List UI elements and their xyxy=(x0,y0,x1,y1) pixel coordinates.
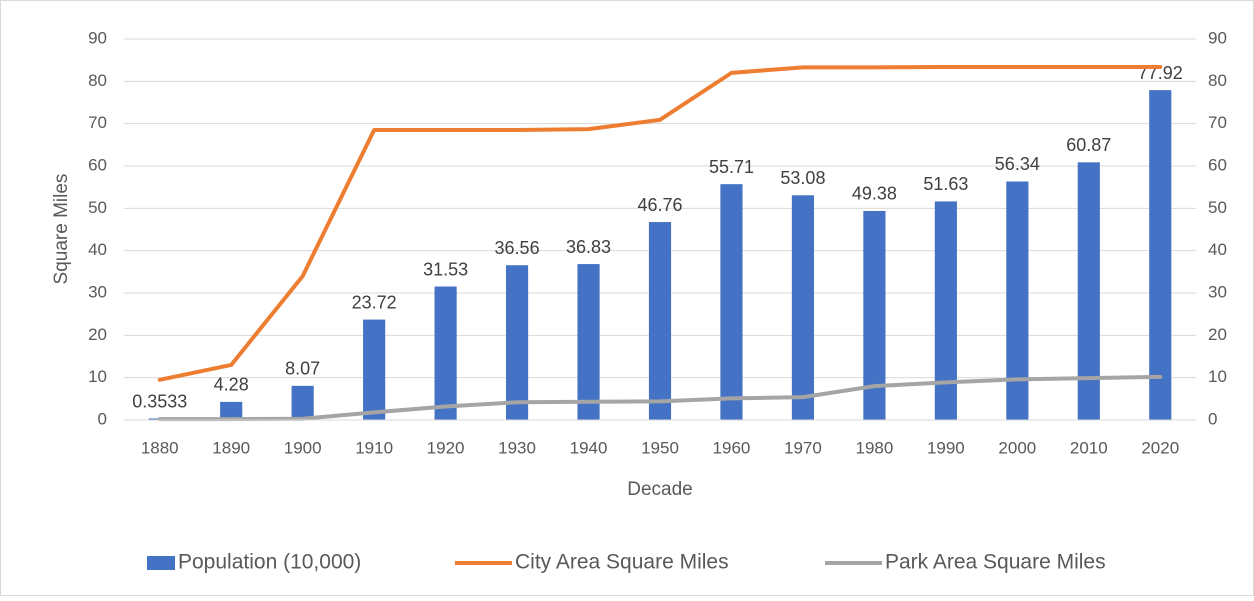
y-axis-title: Square Miles xyxy=(51,174,72,285)
y2-tick-label: 70 xyxy=(1208,113,1227,132)
data-label: 46.76 xyxy=(637,195,682,215)
bar xyxy=(1149,90,1172,420)
x-tick-label: 1950 xyxy=(641,438,679,457)
line-series xyxy=(157,64,1163,382)
x-tick-label: 1960 xyxy=(713,438,751,457)
y2-tick-label: 20 xyxy=(1208,325,1227,344)
bar xyxy=(648,222,672,420)
legend-swatch xyxy=(147,556,175,570)
data-label: 53.08 xyxy=(780,168,825,188)
data-label: 36.56 xyxy=(495,238,540,258)
x-tick-label: 1920 xyxy=(427,438,465,457)
bar xyxy=(934,201,957,420)
bar xyxy=(577,264,600,420)
data-label: 23.72 xyxy=(352,292,397,312)
legend-label: City Area Square Miles xyxy=(515,551,729,574)
y2-tick-label: 80 xyxy=(1208,71,1227,90)
data-label: 60.87 xyxy=(1066,135,1111,155)
data-label: 51.63 xyxy=(923,174,968,194)
data-label: 55.71 xyxy=(709,157,754,177)
x-tick-label: 2010 xyxy=(1070,438,1108,457)
x-tick-label: 1990 xyxy=(927,438,965,457)
x-tick-label: 2020 xyxy=(1141,438,1179,457)
y-tick-label: 80 xyxy=(88,71,107,90)
y2-tick-label: 30 xyxy=(1208,282,1227,301)
legend-label: Population (10,000) xyxy=(178,551,361,574)
y-tick-label: 20 xyxy=(88,325,107,344)
x-tick-label: 1900 xyxy=(284,438,322,457)
x-tick-label: 1890 xyxy=(212,438,250,457)
y2-tick-label: 90 xyxy=(1208,28,1227,47)
x-tick-label: 1930 xyxy=(498,438,536,457)
data-label: 56.34 xyxy=(995,154,1040,174)
x-tick-label: 1940 xyxy=(570,438,608,457)
bar xyxy=(720,184,743,420)
data-label: 49.38 xyxy=(852,184,897,204)
x-tick-label: 1980 xyxy=(855,438,893,457)
bar xyxy=(505,265,529,420)
y-tick-label: 60 xyxy=(88,155,107,174)
bar xyxy=(291,385,314,420)
bar xyxy=(1006,181,1029,420)
y-tick-label: 70 xyxy=(88,113,107,132)
y-tick-label: 40 xyxy=(88,240,107,259)
y2-tick-label: 50 xyxy=(1208,198,1227,217)
y2-tick-label: 10 xyxy=(1208,367,1227,386)
x-tick-label: 2000 xyxy=(998,438,1036,457)
legend-label: Park Area Square Miles xyxy=(885,551,1106,574)
y2-tick-label: 60 xyxy=(1208,155,1227,174)
y-tick-label: 10 xyxy=(88,367,107,386)
bar xyxy=(863,210,886,420)
x-tick-label: 1910 xyxy=(355,438,393,457)
y2-tick-label: 40 xyxy=(1208,240,1227,259)
data-label: 0.3533 xyxy=(132,391,187,411)
y-tick-label: 0 xyxy=(98,409,107,428)
y-tick-label: 90 xyxy=(88,28,107,47)
bar xyxy=(363,319,386,420)
bar xyxy=(220,401,243,420)
data-label: 36.83 xyxy=(566,237,611,257)
data-label: 31.53 xyxy=(423,259,468,279)
y-tick-label: 30 xyxy=(88,282,107,301)
y-tick-label: 50 xyxy=(88,198,107,217)
x-axis-title: Decade xyxy=(627,479,693,500)
data-label: 8.07 xyxy=(285,359,320,379)
bar xyxy=(791,195,815,420)
x-tick-label: 1880 xyxy=(141,438,179,457)
line-series xyxy=(157,374,1163,422)
data-label: 4.28 xyxy=(214,375,249,395)
bar xyxy=(434,286,457,420)
y2-tick-label: 0 xyxy=(1208,409,1217,428)
x-tick-label: 1970 xyxy=(784,438,822,457)
bar xyxy=(1077,162,1100,420)
